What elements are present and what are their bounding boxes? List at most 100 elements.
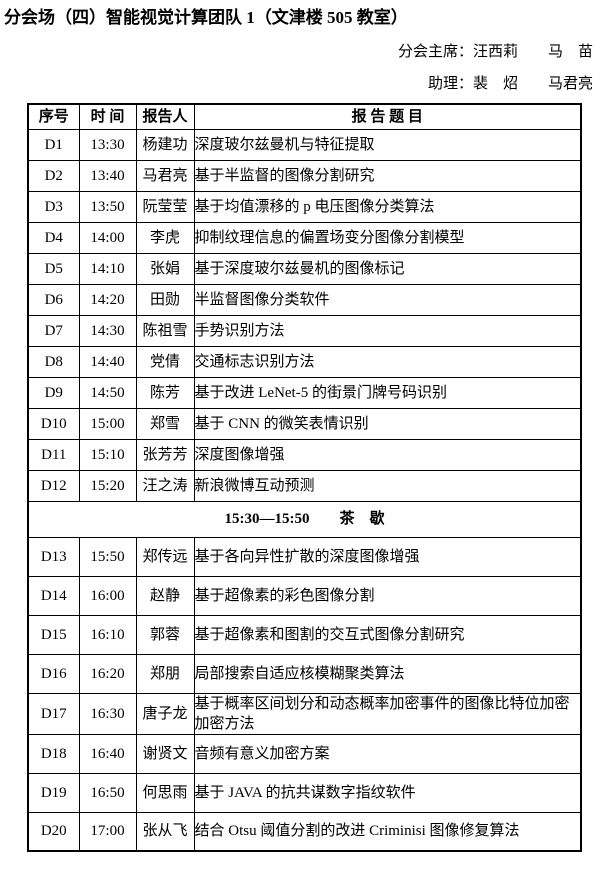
cell-title: 局部搜索自适应核模糊聚类算法 [193, 653, 582, 694]
schedule-body: D1 13:30 杨建功 深度玻尔兹曼机与特征提取 D2 13:40 马君亮 基于半监督的图像… [27, 128, 582, 852]
cell-speaker: 谢贤文 [135, 733, 195, 774]
cell-num: D8 [27, 345, 80, 378]
cell-title: 基于超像素的彩色图像分割 [193, 575, 582, 616]
cell-speaker: 唐子龙 [135, 692, 195, 735]
table-row: D16 16:20 郑朋 局部搜索自适应核模糊聚类算法 [27, 653, 582, 694]
table-row: D1 13:30 杨建功 深度玻尔兹曼机与特征提取 [27, 128, 582, 161]
cell-time: 14:00 [78, 221, 137, 254]
session-assistant-line: 助理：裴 炤 马君亮 [427, 76, 593, 92]
cell-time: 16:40 [78, 733, 137, 774]
header-cell-title: 报 告 题 目 [193, 103, 582, 130]
cell-time: 16:10 [78, 614, 137, 655]
cell-num: D19 [27, 772, 80, 813]
cell-time: 14:10 [78, 252, 137, 285]
cell-time: 16:20 [78, 653, 137, 694]
cell-time: 15:20 [78, 469, 137, 502]
cell-num: D6 [27, 283, 80, 316]
header-cell-speaker: 报告人 [135, 103, 195, 130]
cell-time: 13:40 [78, 159, 137, 192]
cell-num: D15 [27, 614, 80, 655]
cell-num: D4 [27, 221, 80, 254]
page-title: 分会场（四）智能视觉计算团队 1（文津楼 505 教室） [4, 8, 408, 27]
cell-num: D9 [27, 376, 80, 409]
cell-time: 14:30 [78, 314, 137, 347]
table-row: D19 16:50 何思雨 基于 JAVA 的抗共谋数字指纹软件 [27, 772, 582, 813]
break-row: 15:30—15:50 茶 歇 [27, 500, 582, 538]
table-row: D5 14:10 张娟 基于深度玻尔兹曼机的图像标记 [27, 252, 582, 285]
table-row: D3 13:50 阮莹莹 基于均值漂移的 p 电压图像分类算法 [27, 190, 582, 223]
cell-speaker: 郑朋 [135, 653, 195, 694]
cell-num: D7 [27, 314, 80, 347]
cell-speaker: 汪之涛 [135, 469, 195, 502]
cell-time: 13:50 [78, 190, 137, 223]
cell-time: 14:40 [78, 345, 137, 378]
cell-title: 新浪微博互动预测 [193, 469, 582, 502]
table-row: D6 14:20 田勋 半监督图像分类软件 [27, 283, 582, 316]
cell-speaker: 赵静 [135, 575, 195, 616]
table-row: D11 15:10 张芳芳 深度图像增强 [27, 438, 582, 471]
table-row: D9 14:50 陈芳 基于改进 LeNet-5 的街景门牌号码识别 [27, 376, 582, 409]
cell-speaker: 马君亮 [135, 159, 195, 192]
cell-speaker: 张娟 [135, 252, 195, 285]
table-row: D2 13:40 马君亮 基于半监督的图像分割研究 [27, 159, 582, 192]
header-row: 序号 时 间 报告人 报 告 题 目 [27, 103, 582, 130]
cell-title: 交通标志识别方法 [193, 345, 582, 378]
cell-time: 15:10 [78, 438, 137, 471]
cell-time: 14:20 [78, 283, 137, 316]
table-row: D13 15:50 郑传远 基于各向异性扩散的深度图像增强 [27, 536, 582, 577]
cell-title: 深度玻尔兹曼机与特征提取 [193, 128, 582, 161]
cell-time: 14:50 [78, 376, 137, 409]
schedule-table: 序号 时 间 报告人 报 告 题 目 D1 13:30 杨建功 深度玻尔兹曼机与特征提… [27, 103, 582, 852]
cell-num: D14 [27, 575, 80, 616]
cell-title: 基于均值漂移的 p 电压图像分类算法 [193, 190, 582, 223]
cell-title: 半监督图像分类软件 [193, 283, 582, 316]
cell-num: D20 [27, 811, 80, 852]
cell-title: 音频有意义加密方案 [193, 733, 582, 774]
table-row: D10 15:00 郑雪 基于 CNN 的微笑表情识别 [27, 407, 582, 440]
cell-speaker: 阮莹莹 [135, 190, 195, 223]
cell-title: 结合 Otsu 阈值分割的改进 Criminisi 图像修复算法 [193, 811, 582, 852]
cell-speaker: 李虎 [135, 221, 195, 254]
cell-speaker: 杨建功 [135, 128, 195, 161]
cell-title: 基于超像素和图割的交互式图像分割研究 [193, 614, 582, 655]
cell-title: 手势识别方法 [193, 314, 582, 347]
cell-time: 13:30 [78, 128, 137, 161]
cell-title: 基于概率区间划分和动态概率加密事件的图像比特位加密加密方法 [193, 692, 582, 735]
cell-num: D5 [27, 252, 80, 285]
cell-speaker: 何思雨 [135, 772, 195, 813]
cell-title: 深度图像增强 [193, 438, 582, 471]
break-label: 15:30—15:50 茶 歇 [27, 500, 582, 538]
table-row: D12 15:20 汪之涛 新浪微博互动预测 [27, 469, 582, 502]
cell-title: 基于各向异性扩散的深度图像增强 [193, 536, 582, 577]
schedule-header: 序号 时 间 报告人 报 告 题 目 [27, 103, 582, 130]
table-row: D17 16:30 唐子龙 基于概率区间划分和动态概率加密事件的图像比特位加密加密方法 [27, 692, 582, 735]
header-cell-time: 时 间 [78, 103, 137, 130]
cell-num: D17 [27, 692, 80, 735]
table-row: D20 17:00 张从飞 结合 Otsu 阈值分割的改进 Criminisi 图像修… [27, 811, 582, 852]
table-row: D8 14:40 党倩 交通标志识别方法 [27, 345, 582, 378]
cell-title: 基于半监督的图像分割研究 [193, 159, 582, 192]
cell-title: 基于深度玻尔兹曼机的图像标记 [193, 252, 582, 285]
cell-speaker: 陈祖雪 [135, 314, 195, 347]
cell-title: 基于改进 LeNet-5 的街景门牌号码识别 [193, 376, 582, 409]
cell-speaker: 张从飞 [135, 811, 195, 852]
cell-num: D3 [27, 190, 80, 223]
cell-num: D18 [27, 733, 80, 774]
cell-speaker: 党倩 [135, 345, 195, 378]
cell-num: D16 [27, 653, 80, 694]
cell-title: 基于 CNN 的微笑表情识别 [193, 407, 582, 440]
cell-num: D10 [27, 407, 80, 440]
table-row: D7 14:30 陈祖雪 手势识别方法 [27, 314, 582, 347]
cell-time: 16:50 [78, 772, 137, 813]
cell-num: D11 [27, 438, 80, 471]
cell-speaker: 郑雪 [135, 407, 195, 440]
cell-time: 16:30 [78, 692, 137, 735]
table-row: D14 16:00 赵静 基于超像素的彩色图像分割 [27, 575, 582, 616]
cell-time: 15:50 [78, 536, 137, 577]
cell-title: 基于 JAVA 的抗共谋数字指纹软件 [193, 772, 582, 813]
cell-num: D13 [27, 536, 80, 577]
cell-title: 抑制纹理信息的偏置场变分图像分割模型 [193, 221, 582, 254]
header-cell-number: 序号 [27, 103, 80, 130]
cell-num: D2 [27, 159, 80, 192]
cell-speaker: 郑传远 [135, 536, 195, 577]
